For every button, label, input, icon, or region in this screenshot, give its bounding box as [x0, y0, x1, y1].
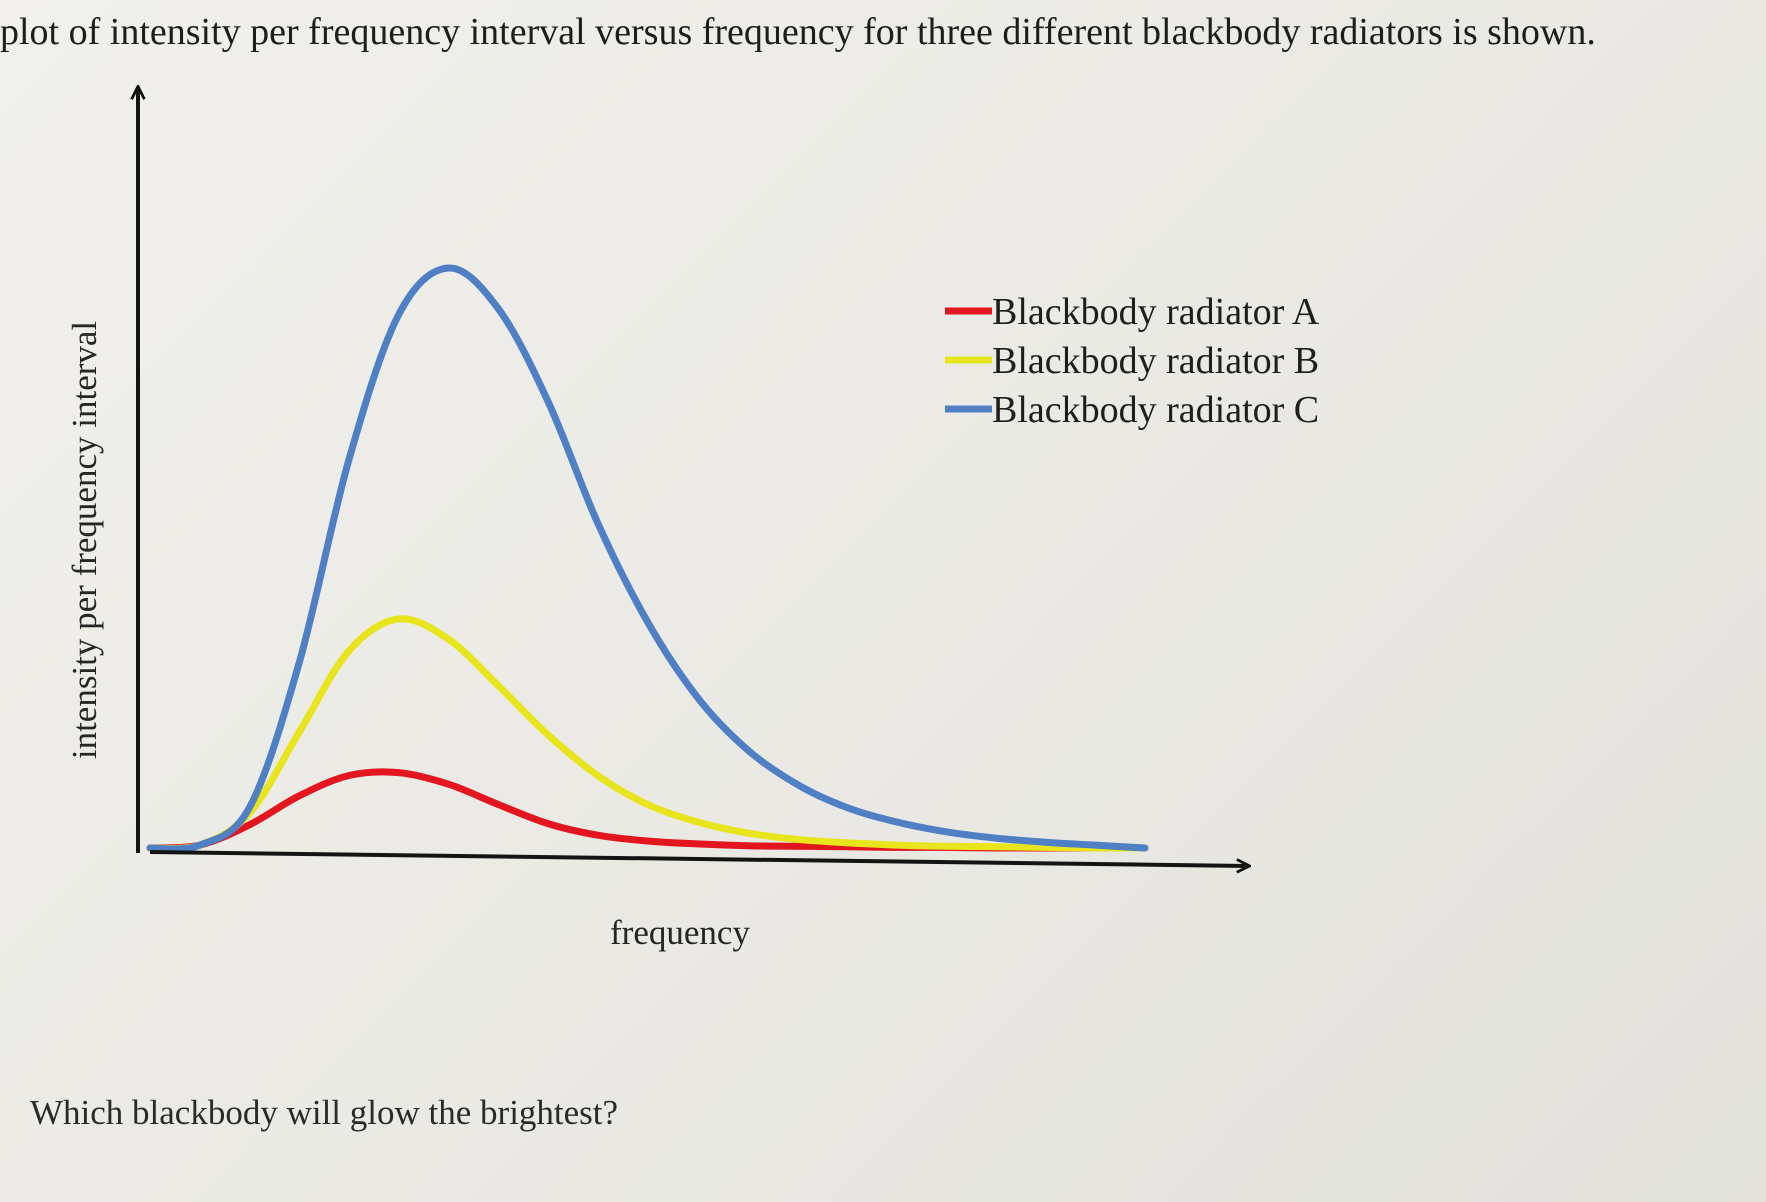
curve-group	[146, 264, 1149, 853]
intro-text: plot of intensity per frequency interval…	[0, 11, 1596, 53]
question-text: Which blackbody will glow the brightest?	[30, 1093, 619, 1132]
y-axis-label: intensity per frequency interval	[65, 321, 104, 760]
chart-legend: Blackbody radiator A Blackbody radiator B…	[945, 291, 1320, 431]
legend-label-b: Blackbody radiator B	[992, 340, 1319, 382]
series-line-c	[146, 264, 1149, 853]
x-axis-label: frequency	[610, 913, 750, 952]
legend-label-c: Blackbody radiator C	[992, 389, 1319, 431]
legend-label-a: Blackbody radiator A	[992, 291, 1320, 333]
series-line-b	[146, 615, 1149, 853]
x-axis	[149, 850, 1248, 866]
